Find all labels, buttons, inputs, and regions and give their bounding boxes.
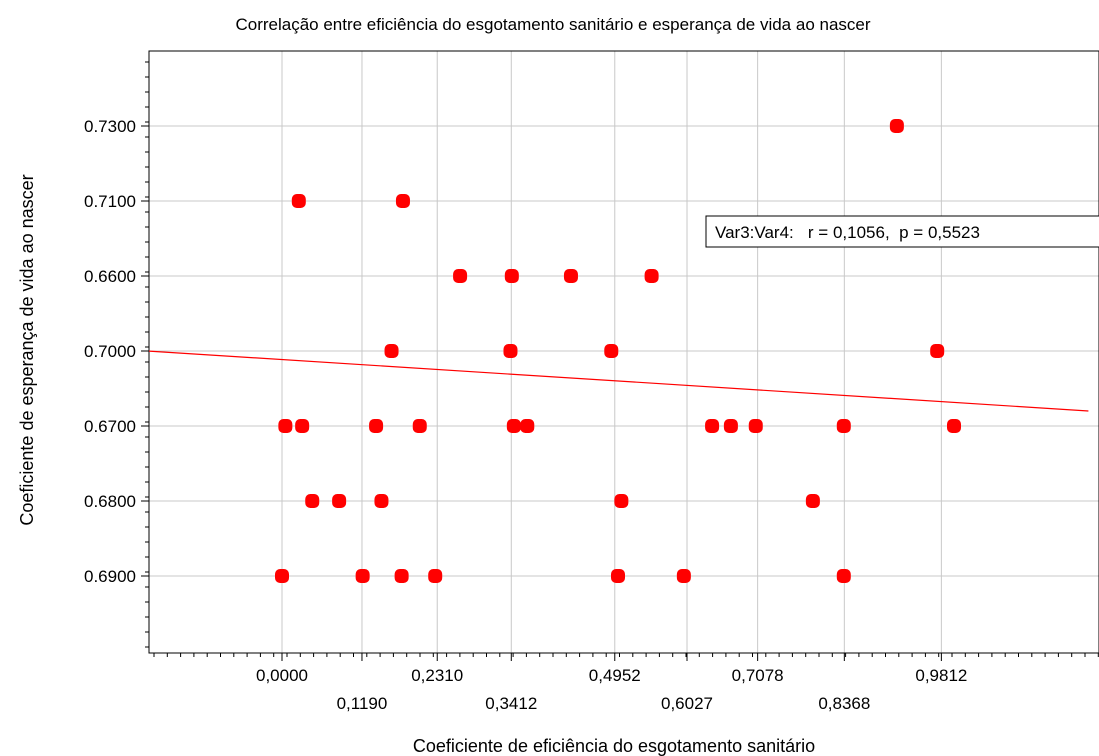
- x-tick-label: 0,4952: [589, 666, 641, 685]
- data-point: [295, 419, 310, 433]
- x-tick-label: 0,1190: [337, 694, 388, 713]
- y-tick-label: 0.7000: [84, 342, 136, 361]
- data-points: [275, 119, 961, 583]
- data-point: [395, 194, 410, 208]
- data-point: [305, 494, 320, 508]
- x-tick-label: 0,2310: [411, 666, 463, 685]
- data-point: [723, 419, 738, 433]
- tick-labels: 0.7300 0.7100 0.6600 0.7000 0.6700 0.6800 0.69…: [84, 117, 967, 713]
- plot-frame: [148, 50, 1099, 654]
- data-point: [705, 419, 720, 433]
- data-point: [503, 344, 518, 358]
- data-point: [412, 419, 427, 433]
- y-tick-label: 0.6800: [84, 492, 136, 511]
- chart-title: Correlação entre eficiência do esgotamen…: [235, 15, 870, 34]
- correlation-annotation-text: Var3:Var4: r = 0,1056, p = 0,5523: [715, 223, 980, 242]
- regression-line-layer: [148, 350, 1089, 412]
- data-point: [836, 419, 851, 433]
- y-tick-label: 0.7100: [84, 192, 136, 211]
- data-point: [275, 569, 289, 583]
- y-axis-label: Coeficiente de esperança de vida ao nasc…: [17, 174, 37, 525]
- x-axis-label: Coeficiente de eficiência do esgotamento…: [413, 736, 815, 756]
- y-tick-label: 0.6900: [84, 567, 136, 586]
- data-point: [563, 269, 578, 283]
- data-point: [604, 344, 619, 358]
- data-point: [291, 194, 306, 208]
- x-tick-label: 0,8368: [818, 694, 870, 713]
- x-tick-label: 0,3412: [485, 694, 537, 713]
- data-point: [394, 569, 409, 583]
- data-point: [748, 419, 763, 433]
- x-tick-label: 0,0000: [256, 666, 308, 685]
- y-tick-label: 0.6600: [84, 267, 136, 286]
- correlation-annotation: Var3:Var4: r = 0,1056, p = 0,5523: [705, 215, 1099, 248]
- data-point: [384, 344, 399, 358]
- data-point: [644, 269, 659, 283]
- data-point: [836, 569, 851, 583]
- data-point: [504, 269, 519, 283]
- data-point: [374, 494, 389, 508]
- data-point: [611, 569, 625, 583]
- x-tick-label: 0,6027: [661, 694, 713, 713]
- grid-lines: [149, 51, 1099, 653]
- data-point: [930, 344, 945, 358]
- y-tick-label: 0.7300: [84, 117, 136, 136]
- x-tick-label: 0,9812: [915, 666, 967, 685]
- data-point: [369, 419, 384, 433]
- axis-ticks: [141, 61, 1099, 661]
- data-point: [355, 569, 370, 583]
- x-tick-label: 0,7078: [732, 666, 784, 685]
- y-tick-label: 0.6700: [84, 417, 136, 436]
- data-point: [805, 494, 820, 508]
- data-point: [614, 494, 629, 508]
- regression-line: [148, 350, 1089, 412]
- data-point: [453, 269, 468, 283]
- data-point: [947, 419, 961, 433]
- data-point: [676, 569, 691, 583]
- data-point: [520, 419, 535, 433]
- data-point: [889, 119, 904, 133]
- data-point: [506, 419, 521, 433]
- data-point: [428, 569, 443, 583]
- data-point: [278, 419, 293, 433]
- data-point: [332, 494, 347, 508]
